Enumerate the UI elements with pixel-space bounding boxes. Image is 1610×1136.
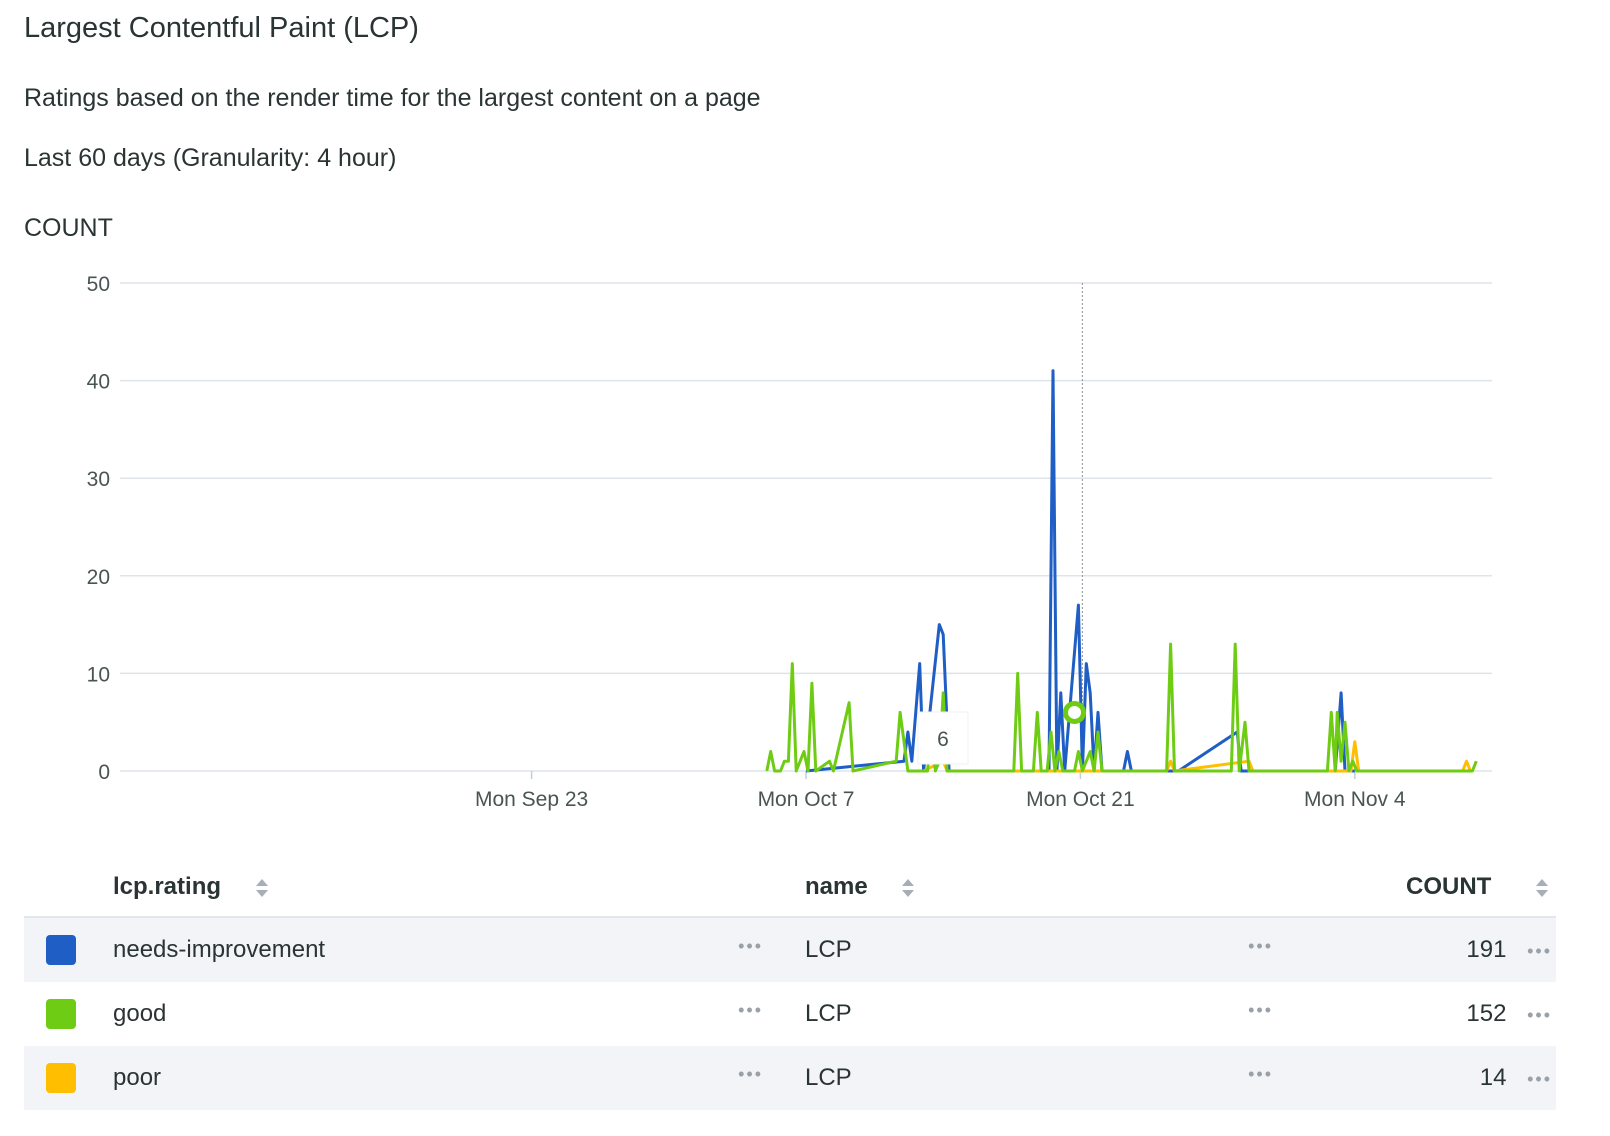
table-row[interactable]: poor ••• LCP ••• 14 ••• — [24, 1046, 1556, 1110]
chart-title: Largest Contentful Paint (LCP) — [24, 12, 419, 44]
count-cell: 152 — [1466, 1000, 1507, 1027]
y-tick-label: 40 — [87, 371, 110, 394]
x-axis-ticks: Mon Sep 23 Mon Oct 7 Mon Oct 21 Mon Nov 4 — [475, 771, 1406, 811]
grid-lines — [120, 282, 1492, 772]
x-tick-label: Mon Sep 23 — [475, 788, 588, 811]
legend-swatch — [46, 935, 76, 965]
count-cell: 14 — [1479, 1064, 1507, 1091]
table-header-row: lcp.rating name COUNT — [24, 858, 1556, 918]
column-label-count: COUNT — [1406, 873, 1492, 900]
y-tick-label: 30 — [87, 468, 110, 491]
y-tick-label: 10 — [87, 663, 110, 686]
column-label-rating: lcp.rating — [113, 873, 222, 900]
y-axis-label: COUNT — [24, 214, 113, 242]
more-options-icon[interactable]: ••• — [738, 936, 763, 956]
x-tick-label: Mon Nov 4 — [1304, 788, 1406, 811]
name-cell: LCP — [805, 1000, 852, 1027]
y-axis-ticks: 0 10 20 30 40 50 — [87, 273, 110, 784]
rating-cell: needs-improvement — [113, 936, 326, 963]
more-options-icon[interactable]: ••• — [1248, 936, 1273, 956]
more-options-icon[interactable]: ••• — [738, 1000, 763, 1020]
series-line-poor — [922, 740, 1472, 773]
sort-icon[interactable] — [900, 876, 916, 900]
more-options-icon[interactable]: ••• — [1527, 1005, 1552, 1025]
line-chart[interactable]: 0 10 20 30 40 50 Mon Sep 23 Mon Oct 7 Mon Oct 2… — [0, 250, 1610, 820]
sort-icon[interactable] — [1534, 876, 1550, 900]
legend-swatch — [46, 1063, 76, 1093]
chart-subtitle: Ratings based on the render time for the… — [24, 84, 761, 112]
name-cell: LCP — [805, 936, 852, 963]
hover-tooltip: 6 — [917, 700, 1087, 765]
y-tick-label: 0 — [98, 761, 110, 784]
more-options-icon[interactable]: ••• — [1527, 1069, 1552, 1089]
x-tick-label: Mon Oct 21 — [1026, 788, 1135, 811]
series-line-good — [765, 642, 1478, 773]
more-options-icon[interactable]: ••• — [738, 1064, 763, 1084]
rating-cell: poor — [113, 1064, 162, 1091]
name-cell: LCP — [805, 1064, 852, 1091]
y-tick-label: 50 — [87, 273, 110, 296]
legend-table: lcp.rating name COUNT needs-improvement … — [24, 858, 1556, 1110]
more-options-icon[interactable]: ••• — [1248, 1000, 1273, 1020]
rating-cell: good — [113, 1000, 167, 1027]
hover-point — [1063, 700, 1087, 724]
column-label-name: name — [805, 873, 868, 900]
column-header-name[interactable]: name — [804, 858, 1336, 918]
time-range: Last 60 days (Granularity: 4 hour) — [24, 144, 397, 172]
sort-icon[interactable] — [254, 876, 270, 900]
count-cell: 191 — [1466, 936, 1507, 963]
table-row[interactable]: good ••• LCP ••• 152 ••• — [24, 982, 1556, 1046]
more-options-icon[interactable]: ••• — [1248, 1064, 1273, 1084]
more-options-icon[interactable]: ••• — [1527, 941, 1552, 961]
x-tick-label: Mon Oct 7 — [758, 788, 855, 811]
tooltip-box — [917, 711, 969, 765]
series-lines — [765, 369, 1478, 773]
tooltip-value: 6 — [937, 728, 949, 751]
y-tick-label: 20 — [87, 566, 110, 589]
column-header-rating[interactable]: lcp.rating — [112, 858, 804, 918]
legend-swatch — [46, 999, 76, 1029]
column-header-count[interactable]: COUNT — [1336, 858, 1556, 918]
table-row[interactable]: needs-improvement ••• LCP ••• 191 ••• — [24, 917, 1556, 982]
